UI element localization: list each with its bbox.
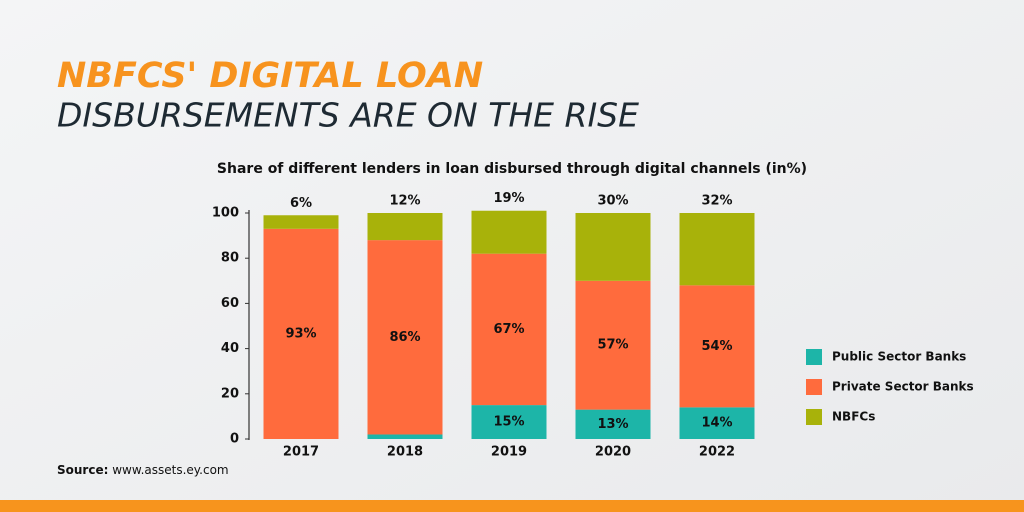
- footer-bar: [0, 500, 1024, 512]
- legend-swatch: [806, 379, 822, 395]
- bar-segment: [263, 228, 339, 439]
- y-tick-label: 60: [221, 296, 239, 311]
- legend-label: Private Sector Banks: [832, 380, 974, 394]
- x-tick-label: 2018: [387, 445, 423, 460]
- data-label: 67%: [493, 322, 524, 337]
- chart-title: Share of different lenders in loan disbu…: [217, 161, 807, 177]
- y-tick-label: 100: [212, 206, 239, 221]
- data-label: 19%: [493, 191, 524, 206]
- legend-label: NBFCs: [832, 410, 875, 424]
- data-label: 57%: [597, 338, 628, 353]
- legend-swatch: [806, 409, 822, 425]
- headline-line-2: DISBURSEMENTS ARE ON THE RISE: [57, 96, 639, 135]
- data-label: 30%: [597, 194, 628, 209]
- bar-segment: [471, 405, 547, 439]
- data-label: 13%: [597, 417, 628, 432]
- bar-segment: [471, 210, 547, 254]
- bar-segment: [367, 240, 443, 435]
- bar-segment: [575, 280, 651, 410]
- x-tick-label: 2020: [595, 445, 631, 460]
- data-label: 15%: [493, 415, 524, 430]
- x-tick-label: 2017: [283, 445, 319, 460]
- data-label: 14%: [701, 416, 732, 431]
- source-text: www.assets.ey.com: [112, 463, 228, 477]
- bar-segment: [679, 407, 755, 439]
- data-label: 93%: [285, 326, 316, 341]
- bar-segment: [679, 213, 755, 286]
- bar-segment: [263, 215, 339, 229]
- headline-line-1: NBFCS' DIGITAL LOAN: [57, 56, 483, 96]
- y-tick-label: 80: [221, 251, 239, 266]
- x-tick-label: 2019: [491, 445, 527, 460]
- y-tick-label: 40: [221, 341, 239, 356]
- legend-label: Public Sector Banks: [832, 350, 966, 364]
- y-tick-label: 0: [230, 432, 239, 447]
- bar-segment: [367, 434, 443, 439]
- bar-segment: [679, 285, 755, 408]
- source-label: Source:: [57, 463, 108, 477]
- bar-segment: [575, 409, 651, 439]
- bar-segment: [471, 253, 547, 406]
- bar-segment: [575, 213, 651, 281]
- x-tick-label: 2022: [699, 445, 735, 460]
- data-label: 12%: [389, 194, 420, 209]
- data-label: 86%: [389, 330, 420, 345]
- data-label: 6%: [290, 196, 312, 211]
- data-label: 54%: [701, 339, 732, 354]
- data-label: 32%: [701, 194, 732, 209]
- y-tick-label: 20: [221, 386, 239, 401]
- bar-segment: [367, 213, 443, 241]
- legend-swatch: [806, 349, 822, 365]
- source: Source: www.assets.ey.com: [57, 463, 229, 477]
